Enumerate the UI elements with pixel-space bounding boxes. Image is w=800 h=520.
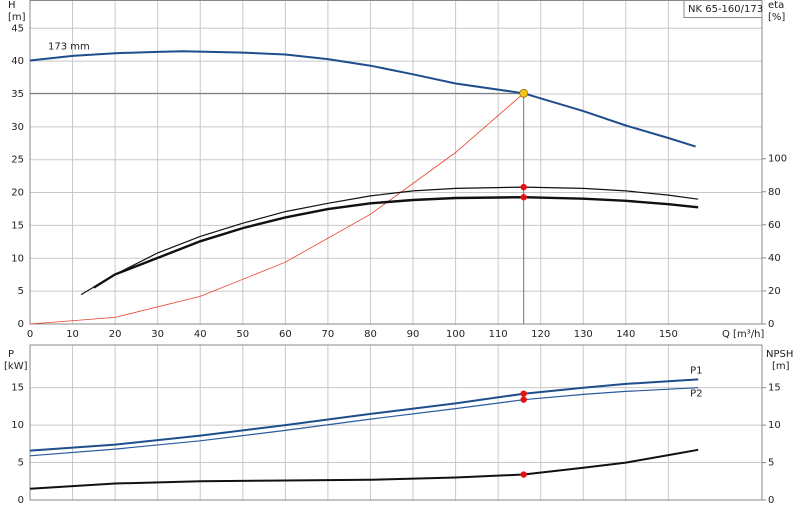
y2-tick-label: 40 bbox=[768, 253, 781, 264]
y2-tick-label: 20 bbox=[768, 286, 781, 297]
y-tick-label: 15 bbox=[11, 220, 24, 231]
x-tick-label: 10 bbox=[66, 329, 79, 340]
y-axis-unit: [m] bbox=[8, 12, 26, 23]
title-box bbox=[683, 0, 763, 18]
y-tick-label: 0 bbox=[18, 495, 24, 506]
y-tick-label: 0 bbox=[18, 319, 24, 330]
y2-tick-label: 0 bbox=[768, 319, 774, 330]
duty-point bbox=[520, 390, 527, 397]
chart-title: NK 65-160/173 bbox=[688, 4, 763, 15]
y-axis-label: H bbox=[8, 0, 16, 11]
y2-axis-unit: [%] bbox=[768, 12, 785, 23]
y2-tick-label: 60 bbox=[768, 220, 781, 231]
duty-point bbox=[520, 396, 527, 403]
x-tick-label: 60 bbox=[279, 329, 292, 340]
duty-point bbox=[520, 471, 527, 478]
curve bbox=[29, 92, 524, 325]
y-axis-label: P bbox=[8, 349, 14, 360]
y-tick-label: 30 bbox=[11, 122, 24, 133]
curve-label: 173 mm bbox=[48, 41, 90, 52]
y2-axis-unit: [m] bbox=[772, 361, 790, 372]
y-tick-label: 10 bbox=[11, 420, 24, 431]
y2-tick-label: 80 bbox=[768, 187, 781, 198]
y-tick-label: 35 bbox=[11, 89, 24, 100]
y-tick-label: 5 bbox=[18, 458, 24, 469]
y-tick-label: 45 bbox=[11, 23, 24, 34]
duty-point bbox=[519, 88, 529, 98]
x-tick-label: 100 bbox=[446, 329, 465, 340]
curve bbox=[29, 50, 696, 148]
plot-frame bbox=[29, 344, 763, 501]
x-tick-label: 150 bbox=[659, 329, 678, 340]
x-tick-label: 40 bbox=[194, 329, 207, 340]
curve bbox=[29, 448, 699, 490]
curve-label: P1 bbox=[690, 365, 702, 376]
y2-tick-label: 100 bbox=[768, 154, 787, 165]
plot-frame bbox=[29, 0, 763, 325]
x-tick-label: 80 bbox=[364, 329, 377, 340]
y-tick-label: 10 bbox=[11, 253, 24, 264]
x-tick-label: 130 bbox=[574, 329, 593, 340]
curve bbox=[29, 378, 699, 452]
y2-axis-label: NPSH bbox=[766, 349, 793, 360]
x-axis-label: Q [m³/h] bbox=[722, 329, 764, 340]
x-tick-label: 70 bbox=[322, 329, 335, 340]
x-tick-label: 0 bbox=[27, 329, 33, 340]
curve bbox=[93, 195, 699, 289]
curve bbox=[80, 186, 699, 296]
y2-tick-label: 0 bbox=[768, 495, 774, 506]
duty-point bbox=[520, 194, 527, 201]
x-tick-label: 20 bbox=[109, 329, 122, 340]
y2-tick-label: 15 bbox=[768, 383, 781, 394]
y-tick-label: 20 bbox=[11, 188, 24, 199]
x-tick-label: 120 bbox=[531, 329, 550, 340]
x-tick-label: 30 bbox=[151, 329, 164, 340]
x-tick-label: 140 bbox=[616, 329, 635, 340]
x-tick-label: 90 bbox=[407, 329, 420, 340]
y-axis-unit: [kW] bbox=[4, 361, 28, 372]
y-tick-label: 15 bbox=[11, 383, 24, 394]
y-tick-label: 25 bbox=[11, 155, 24, 166]
curve bbox=[29, 387, 699, 457]
x-tick-label: 110 bbox=[489, 329, 508, 340]
y-tick-label: 5 bbox=[18, 286, 24, 297]
y2-tick-label: 5 bbox=[768, 458, 774, 469]
duty-point bbox=[520, 183, 527, 191]
y-tick-label: 40 bbox=[11, 56, 24, 67]
y2-tick-label: 10 bbox=[768, 420, 781, 431]
x-tick-label: 50 bbox=[236, 329, 249, 340]
y2-axis-label: eta bbox=[768, 0, 784, 11]
curve-label: P2 bbox=[690, 389, 702, 400]
